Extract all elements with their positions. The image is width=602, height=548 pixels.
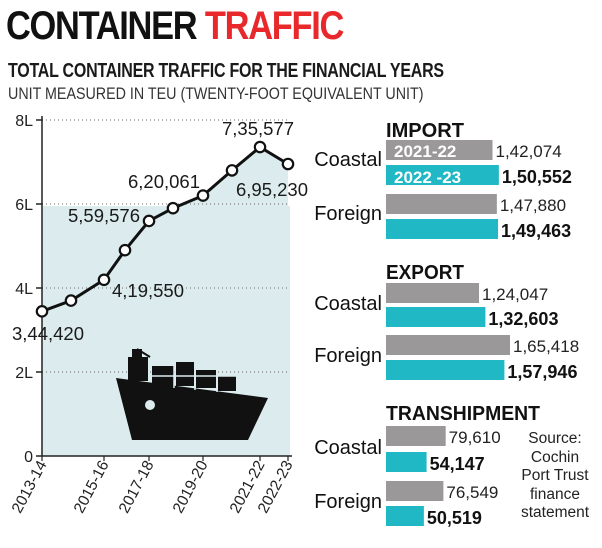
unit-note: UNIT MEASURED IN TEU (TWENTY-FOOT EQUIVA…	[8, 84, 424, 103]
y-tick-label: 4L	[15, 281, 33, 298]
data-point	[225, 164, 239, 177]
data-point	[281, 157, 295, 171]
bar-curr	[386, 506, 424, 526]
bar-curr	[386, 165, 499, 185]
bar-prev	[386, 140, 493, 160]
value-label-prev: 1,24,047	[482, 285, 548, 304]
value-label-prev: 1,47,880	[500, 196, 566, 215]
data-point	[253, 140, 267, 154]
value-label-curr: 1,49,463	[501, 221, 571, 241]
value-label-curr: 50,519	[427, 508, 482, 528]
headline-word-2: TRAFFIC	[204, 4, 344, 48]
data-point	[64, 294, 78, 307]
value-label-curr: 1,32,603	[488, 309, 558, 329]
data-point	[35, 305, 49, 318]
x-tick-label: 2013-14	[9, 458, 51, 517]
bar-prev	[386, 335, 510, 355]
cargo-ship-icon	[116, 348, 268, 440]
legend-label-prev: 2021-22	[394, 142, 456, 161]
group-heading: EXPORT	[386, 262, 464, 284]
source-line: finance	[530, 485, 580, 503]
headline: CONTAINER TRAFFIC	[6, 4, 344, 48]
legend-label-curr: 2022 -23	[394, 168, 461, 187]
bar-prev	[386, 283, 479, 303]
y-tick-label: 6L	[15, 197, 33, 214]
category-label: Foreign	[314, 345, 382, 367]
x-tick-label: 2017-18	[116, 458, 158, 516]
data-point	[196, 189, 210, 202]
bar-prev	[386, 481, 444, 501]
bar-prev	[386, 426, 446, 446]
data-label: 4,19,550	[112, 280, 184, 301]
x-tick-label: 2015-16	[71, 458, 113, 516]
bar-curr	[386, 307, 486, 327]
data-label: 5,59,576	[68, 205, 140, 226]
category-label: Foreign	[314, 491, 382, 513]
data-point	[166, 201, 180, 215]
chart-subtitle: TOTAL CONTAINER TRAFFIC FOR THE FINANCIA…	[8, 60, 444, 82]
value-label-prev: 79,610	[449, 428, 501, 447]
source-line: statement	[520, 504, 590, 521]
value-label-prev: 1,42,074	[496, 142, 562, 161]
bar-curr	[386, 452, 427, 472]
y-tick-label: 8L	[15, 113, 33, 130]
value-label-prev: 1,65,418	[513, 337, 579, 356]
bar-prev	[386, 194, 497, 214]
y-tick-label: 2L	[15, 365, 33, 382]
value-label-curr: 1,50,552	[502, 167, 572, 187]
x-tick-label: 2019-20	[170, 458, 212, 517]
category-label: Coastal	[314, 437, 382, 459]
data-label: 6,20,061	[128, 171, 200, 192]
data-point	[142, 214, 156, 228]
category-label: Foreign	[314, 203, 382, 225]
headline-word-1: CONTAINER	[6, 4, 198, 48]
value-label-prev: 76,549	[446, 483, 498, 502]
data-label: 3,44,420	[12, 323, 84, 344]
data-point	[118, 243, 132, 257]
bar-curr	[386, 360, 505, 380]
group-heading: IMPORT	[386, 120, 464, 142]
source-line: Source:	[528, 430, 582, 447]
category-label: Coastal	[314, 293, 382, 315]
category-label: Coastal	[314, 149, 382, 171]
y-tick-label: 0	[24, 449, 33, 466]
series-line	[41, 145, 289, 313]
bar-curr	[386, 219, 499, 239]
group-heading: TRANSHIPMENT	[386, 403, 540, 425]
data-label: 7,35,577	[222, 118, 294, 139]
source-line: Port Trust	[521, 467, 589, 484]
data-point	[97, 273, 111, 287]
value-label-curr: 54,147	[430, 454, 485, 474]
value-label-curr: 1,57,946	[507, 362, 577, 382]
bar-chart: IMPORT 1,42,074 1,50,552 Coastal 1,47,880 1,4…	[314, 120, 579, 528]
source-line: Cochin	[530, 448, 580, 466]
data-label: 6,95,230	[236, 179, 308, 200]
source-note: Source: Cochin Port Trust finance statem…	[510, 430, 600, 523]
